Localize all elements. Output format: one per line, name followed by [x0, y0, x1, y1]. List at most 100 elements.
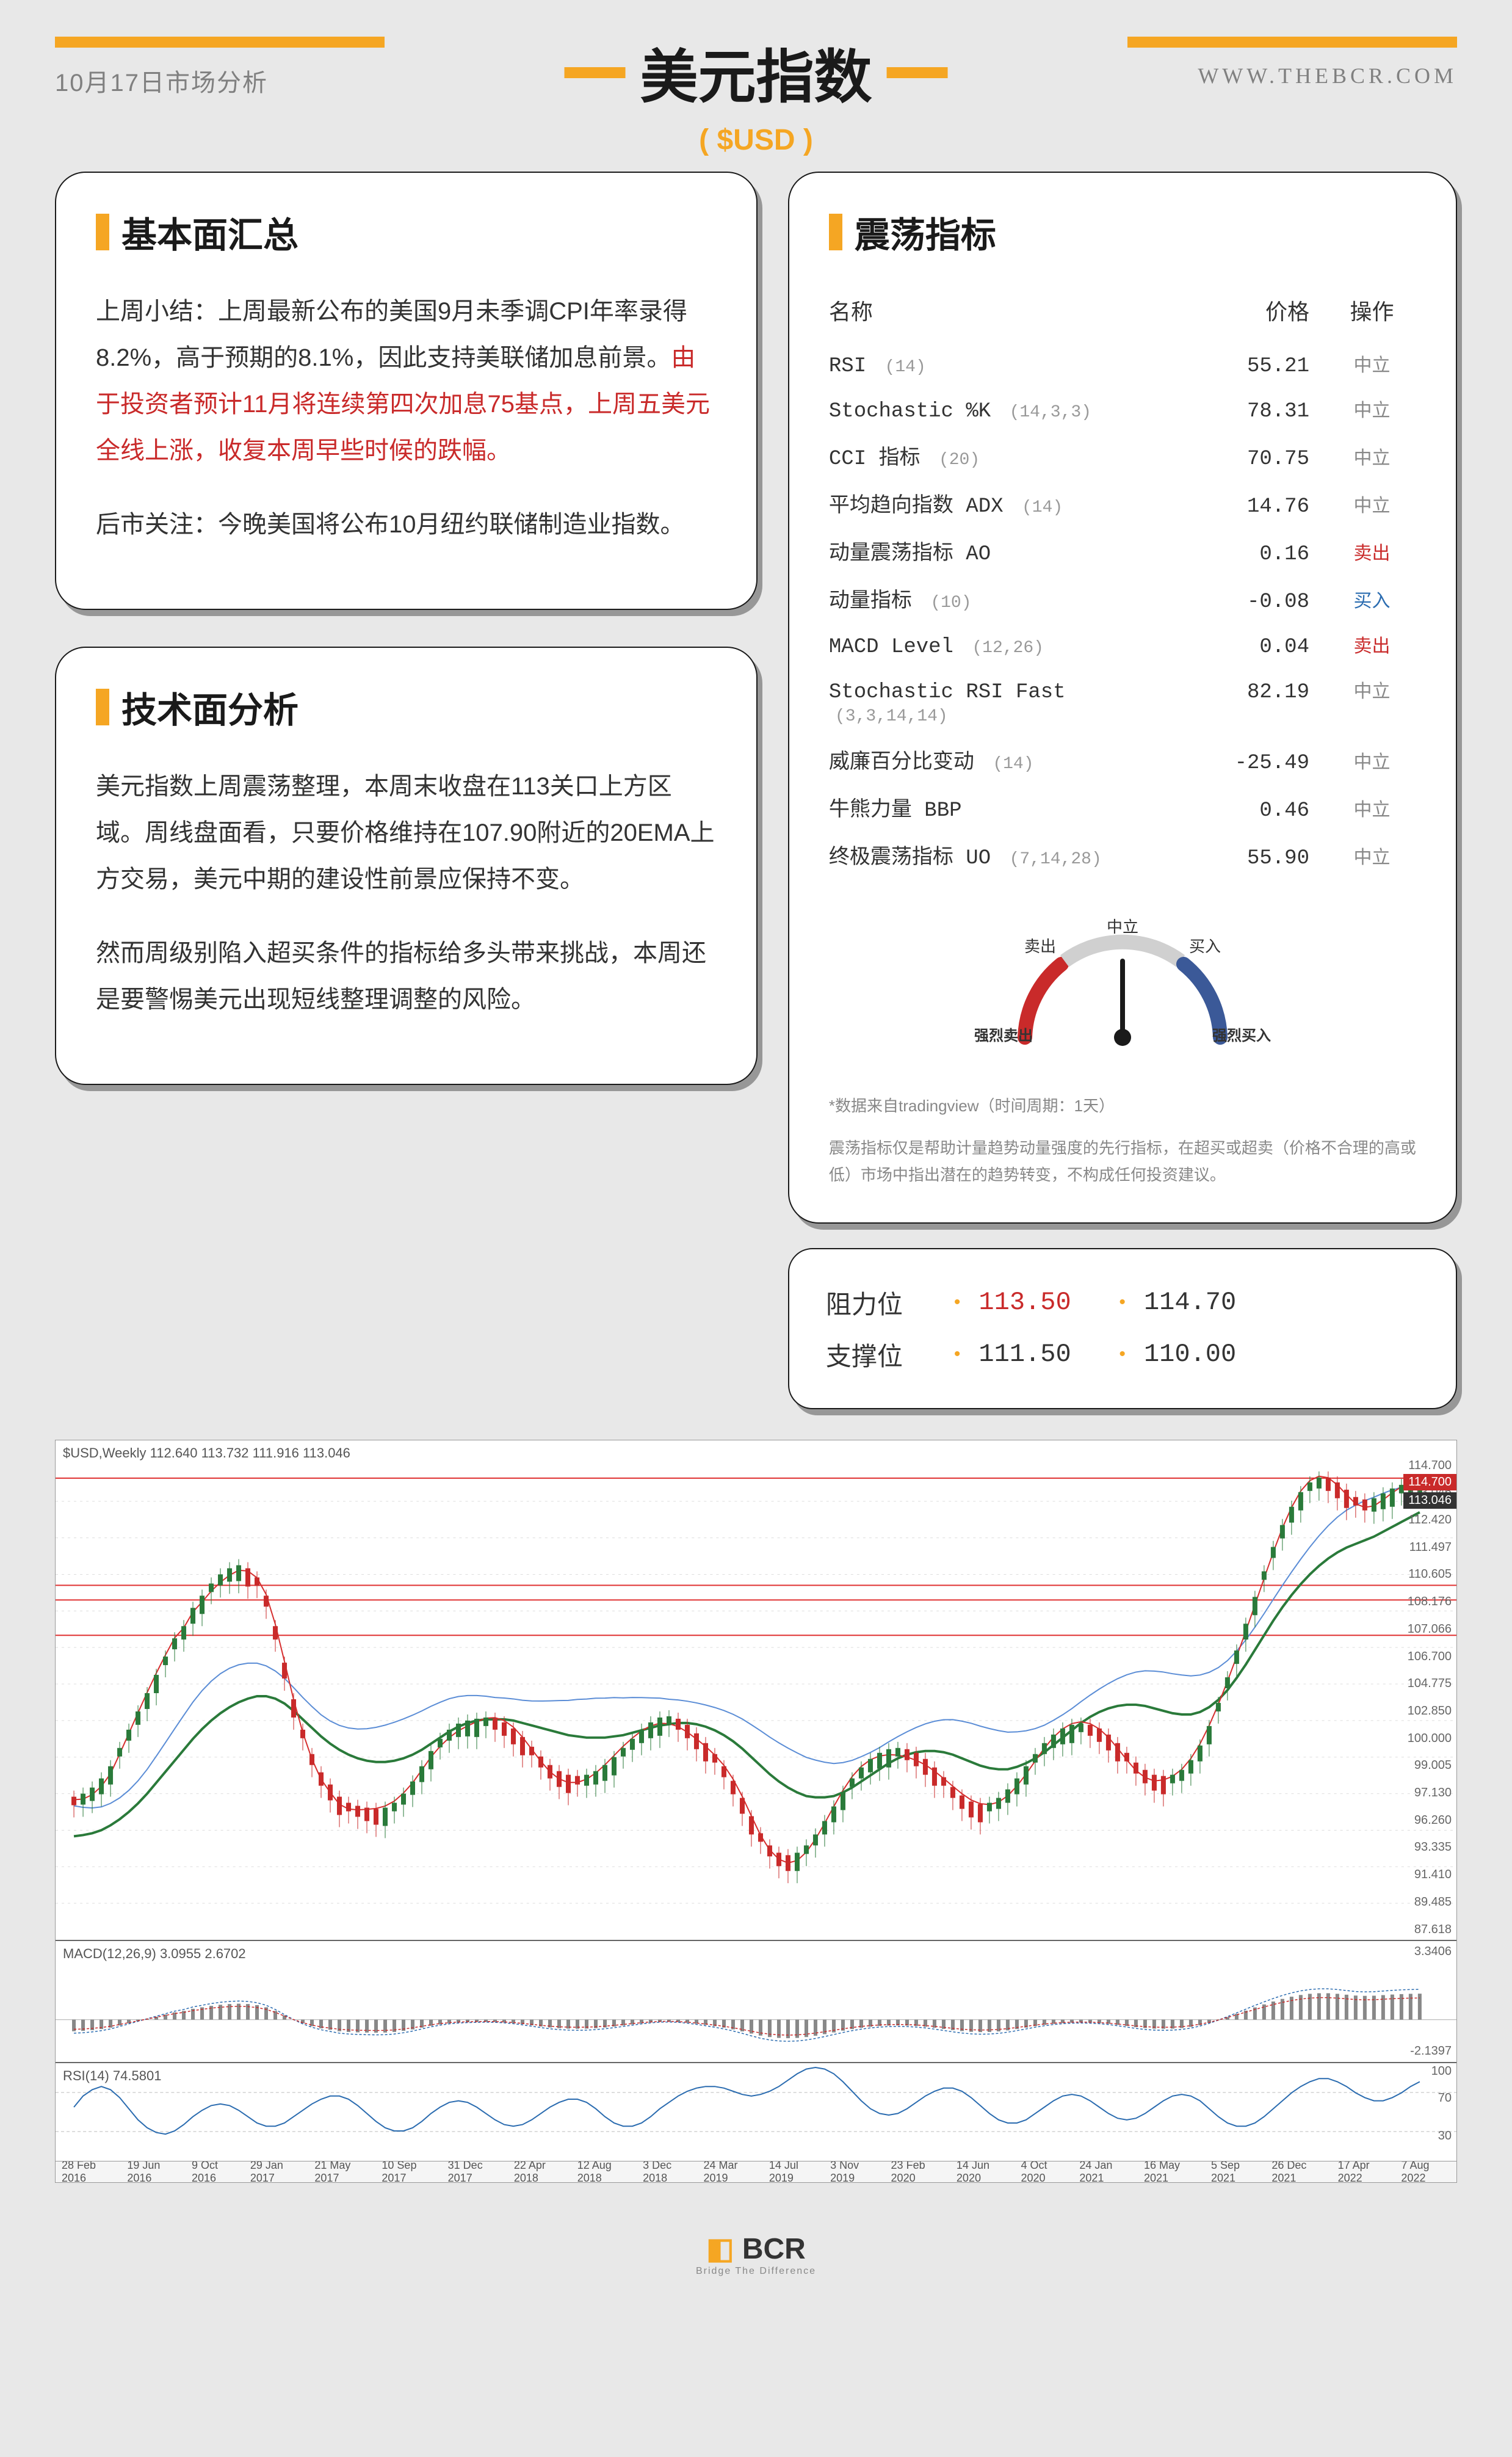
y-tick-label: 99.005 [1414, 1758, 1452, 1773]
fundamentals-para-1: 上周小结：上周最新公布的美国9月未季调CPI年率录得8.2%，高于预期的8.1%… [96, 288, 717, 474]
svg-text:强烈买入: 强烈买入 [1212, 1028, 1271, 1044]
macd-y-top: 3.3406 [1414, 1945, 1452, 1959]
x-tick-label: 3 Dec 2018 [643, 2161, 692, 2182]
fundamentals-card: 基本面汇总 上周小结：上周最新公布的美国9月未季调CPI年率录得8.2%，高于预… [55, 172, 758, 610]
x-tick-label: 21 May 2017 [314, 2161, 371, 2182]
oscillators-card: 震荡指标 名称 价格 操作 RSI (14)55.21中立Stochastic … [788, 172, 1457, 1224]
x-tick-label: 3 Nov 2019 [830, 2161, 880, 2182]
x-axis: 28 Feb 201619 Jun 20169 Oct 201629 Jan 2… [56, 2161, 1456, 2182]
table-row: 平均趋向指数 ADX (14)14.76中立 [829, 479, 1416, 527]
oscillators-table: 名称 价格 操作 RSI (14)55.21中立Stochastic %K (1… [829, 288, 1416, 879]
indicator-action: 中立 [1328, 747, 1416, 774]
y-tick-label: 93.335 [1414, 1840, 1452, 1854]
macd-label: MACD(12,26,9) 3.0955 2.6702 [63, 1946, 246, 1962]
x-tick-label: 14 Jul 2019 [769, 2161, 819, 2182]
y-tick-label: 89.485 [1414, 1895, 1452, 1909]
price-tag: 113.046 [1403, 1492, 1456, 1509]
indicator-action: 中立 [1328, 350, 1416, 377]
indicator-price: 0.16 [1183, 543, 1328, 566]
macd-y-bot: -2.1397 [1410, 2044, 1452, 2058]
x-tick-label: 22 Apr 2018 [514, 2161, 566, 2182]
rsi-chart: RSI(14) 74.5801 100 70 30 [56, 2063, 1456, 2161]
x-tick-label: 24 Mar 2019 [704, 2161, 758, 2182]
indicator-name: Stochastic %K (14,3,3) [829, 400, 1183, 423]
indicator-action: 中立 [1328, 842, 1416, 869]
indicator-price: 14.76 [1183, 495, 1328, 518]
indicator-action: 买入 [1328, 586, 1416, 612]
macd-chart: MACD(12,26,9) 3.0955 2.6702 3.3406 -2.13… [56, 1941, 1456, 2063]
page-title: 美元指数 [640, 31, 872, 114]
x-tick-label: 24 Jan 2021 [1079, 2161, 1133, 2182]
rsi-y-70: 70 [1438, 2091, 1452, 2105]
technical-para-2: 然而周级别陷入超买条件的指标给多头带来挑战，本周还是要警惕美元出现短线整理调整的… [96, 930, 717, 1023]
title-accent-icon [96, 689, 109, 725]
accent-bar-right [1127, 37, 1457, 48]
svg-text:卖出: 卖出 [1024, 937, 1056, 956]
y-tick-label: 106.700 [1408, 1650, 1452, 1664]
technical-para-1: 美元指数上周震荡整理，本周末收盘在113关口上方区域。周线盘面看，只要价格维持在… [96, 763, 717, 902]
indicator-action: 卖出 [1328, 631, 1416, 658]
support-row: 支撑位 • 111.50 • 110.00 [826, 1329, 1419, 1381]
col-name-header: 名称 [829, 294, 1183, 326]
x-tick-label: 12 Aug 2018 [577, 2161, 632, 2182]
x-tick-label: 31 Dec 2017 [448, 2161, 503, 2182]
accent-bar-left [55, 37, 385, 48]
svg-text:中立: 中立 [1107, 918, 1138, 936]
indicator-price: 0.46 [1183, 799, 1328, 822]
col-price-header: 价格 [1183, 294, 1328, 326]
indicator-price: -0.08 [1183, 590, 1328, 614]
svg-text:买入: 买入 [1189, 937, 1221, 956]
oscillators-title: 震荡指标 [855, 206, 996, 258]
indicator-action: 中立 [1328, 395, 1416, 422]
y-tick-label: 114.700 [1408, 1459, 1452, 1473]
indicator-price: 55.21 [1183, 355, 1328, 378]
indicator-name: 牛熊力量 BBP [829, 792, 1183, 822]
rsi-y-100: 100 [1431, 2064, 1452, 2078]
table-row: Stochastic RSI Fast (3,3,14,14)82.19中立 [829, 667, 1416, 736]
x-tick-label: 26 Dec 2021 [1271, 2161, 1326, 2182]
main-chart-label: $USD,Weekly 112.640 113.732 111.916 113.… [63, 1445, 350, 1461]
table-row: CCI 指标 (20)70.75中立 [829, 432, 1416, 479]
accent-bar-center-l [564, 67, 625, 78]
x-tick-label: 4 Oct 2020 [1021, 2161, 1069, 2182]
y-tick-label: 108.176 [1408, 1595, 1452, 1609]
indicator-action: 中立 [1328, 676, 1416, 703]
disclaimer-line-2: 震荡指标仅是帮助计量趋势动量强度的先行指标，在超买或超卖（价格不合理的高或低）市… [829, 1134, 1416, 1188]
x-tick-label: 19 Jun 2016 [127, 2161, 181, 2182]
indicator-price: 78.31 [1183, 400, 1328, 423]
table-row: 牛熊力量 BBP 0.46中立 [829, 783, 1416, 831]
fundamentals-title: 基本面汇总 [121, 206, 298, 258]
table-row: RSI (14)55.21中立 [829, 341, 1416, 387]
technical-card: 技术面分析 美元指数上周震荡整理，本周末收盘在113关口上方区域。周线盘面看，只… [55, 647, 758, 1085]
title-accent-icon [829, 214, 842, 250]
brand-logo: ◧ BCR [73, 2232, 1439, 2266]
indicator-action: 中立 [1328, 794, 1416, 821]
x-tick-label: 28 Feb 2016 [62, 2161, 116, 2182]
x-tick-label: 14 Jun 2020 [957, 2161, 1010, 2182]
y-tick-label: 102.850 [1408, 1704, 1452, 1718]
accent-bar-center-r [887, 67, 948, 78]
indicator-name: 终极震荡指标 UO (7,14,28) [829, 840, 1183, 870]
table-row: 动量震荡指标 AO 0.16卖出 [829, 527, 1416, 575]
indicator-action: 卖出 [1328, 538, 1416, 565]
resistance-row: 阻力位 • 113.50 • 114.70 [826, 1277, 1419, 1329]
x-tick-label: 23 Feb 2020 [891, 2161, 946, 2182]
svg-text:强烈卖出: 强烈卖出 [974, 1028, 1033, 1044]
x-tick-label: 10 Sep 2017 [382, 2161, 436, 2182]
x-tick-label: 7 Aug 2022 [1401, 2161, 1450, 2182]
indicator-price: 55.90 [1183, 847, 1328, 870]
indicator-name: 平均趋向指数 ADX (14) [829, 488, 1183, 518]
levels-card: 阻力位 • 113.50 • 114.70 支撑位 • 111.50 • 110… [788, 1248, 1457, 1409]
x-tick-label: 16 May 2021 [1144, 2161, 1200, 2182]
y-tick-label: 110.605 [1408, 1567, 1452, 1581]
indicator-name: RSI (14) [829, 355, 1183, 378]
title-accent-icon [96, 214, 109, 250]
fundamentals-para-2: 后市关注：今晚美国将公布10月纽约联储制造业指数。 [96, 501, 717, 548]
col-action-header: 操作 [1328, 294, 1416, 326]
x-tick-label: 5 Sep 2021 [1211, 2161, 1261, 2182]
indicator-price: 82.19 [1183, 681, 1328, 704]
indicator-name: 动量指标 (10) [829, 583, 1183, 614]
footer: ◧ BCR Bridge The Difference [55, 2213, 1457, 2295]
indicator-action: 中立 [1328, 443, 1416, 470]
table-row: Stochastic %K (14,3,3)78.31中立 [829, 387, 1416, 432]
